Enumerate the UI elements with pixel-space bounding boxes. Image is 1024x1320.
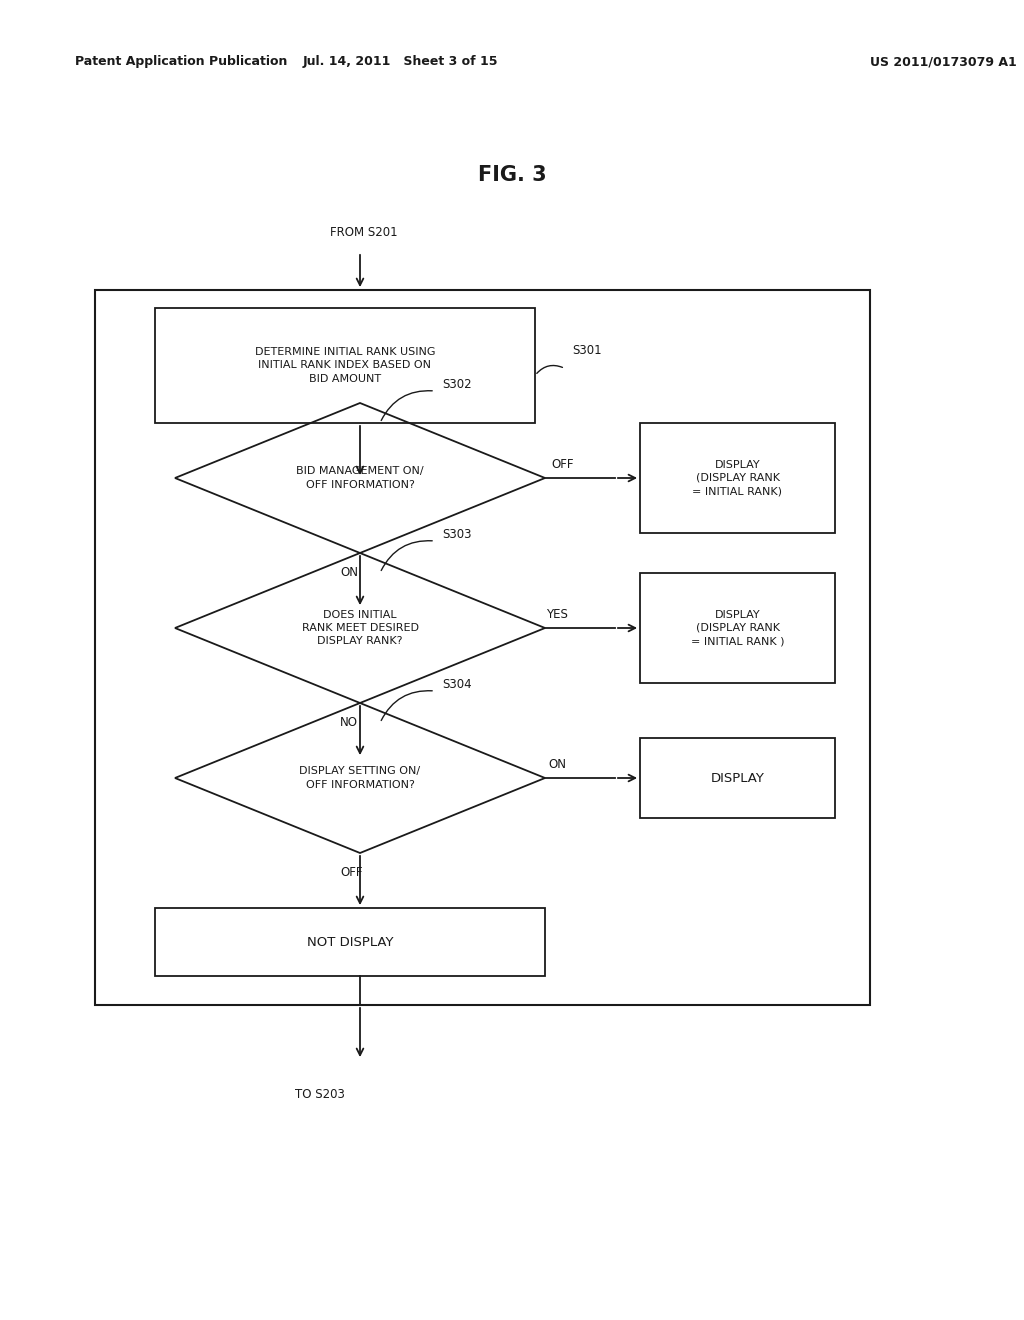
Text: DISPLAY
(DISPLAY RANK
= INITIAL RANK): DISPLAY (DISPLAY RANK = INITIAL RANK) <box>692 459 782 496</box>
Text: S304: S304 <box>442 678 472 692</box>
Text: DISPLAY
(DISPLAY RANK
= INITIAL RANK ): DISPLAY (DISPLAY RANK = INITIAL RANK ) <box>691 610 784 647</box>
Text: DOES INITIAL
RANK MEET DESIRED
DISPLAY RANK?: DOES INITIAL RANK MEET DESIRED DISPLAY R… <box>301 610 419 647</box>
Text: YES: YES <box>546 607 568 620</box>
Text: DISPLAY SETTING ON/
OFF INFORMATION?: DISPLAY SETTING ON/ OFF INFORMATION? <box>299 767 421 789</box>
Text: OFF: OFF <box>340 866 362 879</box>
Text: ON: ON <box>548 758 566 771</box>
Text: S303: S303 <box>442 528 471 541</box>
Text: FIG. 3: FIG. 3 <box>477 165 547 185</box>
Text: NOT DISPLAY: NOT DISPLAY <box>307 936 393 949</box>
Text: US 2011/0173079 A1: US 2011/0173079 A1 <box>870 55 1017 69</box>
Text: DISPLAY: DISPLAY <box>711 771 765 784</box>
Text: Patent Application Publication: Patent Application Publication <box>75 55 288 69</box>
Text: S302: S302 <box>442 379 472 392</box>
Text: BID MANAGEMENT ON/
OFF INFORMATION?: BID MANAGEMENT ON/ OFF INFORMATION? <box>296 466 424 490</box>
Text: S301: S301 <box>572 345 602 356</box>
Text: FROM S201: FROM S201 <box>330 226 397 239</box>
Text: OFF: OFF <box>552 458 574 470</box>
Text: Jul. 14, 2011   Sheet 3 of 15: Jul. 14, 2011 Sheet 3 of 15 <box>302 55 498 69</box>
Text: TO S203: TO S203 <box>295 1089 345 1101</box>
Text: DETERMINE INITIAL RANK USING
INITIAL RANK INDEX BASED ON
BID AMOUNT: DETERMINE INITIAL RANK USING INITIAL RAN… <box>255 347 435 384</box>
Text: NO: NO <box>340 717 358 730</box>
Text: ON: ON <box>340 566 358 579</box>
